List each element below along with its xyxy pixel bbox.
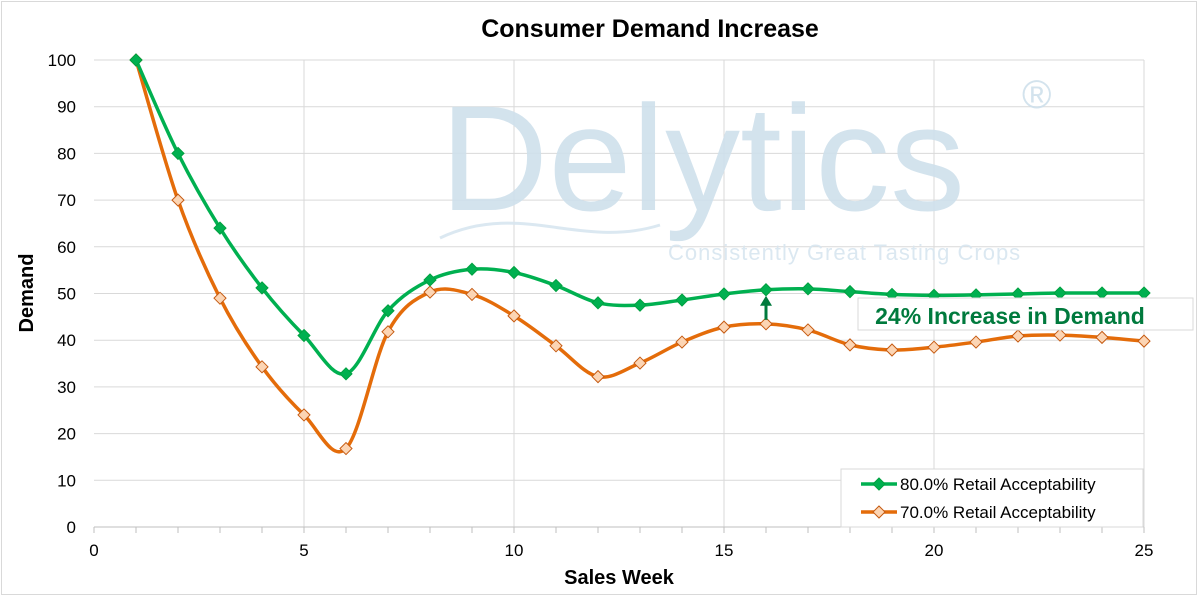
y-tick-label: 80 bbox=[57, 144, 76, 163]
data-point bbox=[1095, 330, 1109, 345]
data-point bbox=[1053, 286, 1067, 300]
data-point bbox=[507, 309, 521, 323]
data-point bbox=[213, 221, 227, 235]
data-point bbox=[255, 360, 269, 374]
data-point bbox=[1095, 286, 1109, 300]
data-point bbox=[843, 338, 857, 352]
arrow-head bbox=[760, 295, 772, 306]
y-tick-label: 60 bbox=[57, 238, 76, 257]
x-tick-label: 5 bbox=[299, 541, 308, 560]
data-point bbox=[171, 193, 185, 207]
data-point bbox=[339, 367, 353, 381]
watermark-registered-mark: ® bbox=[1022, 73, 1051, 117]
x-tick-label: 15 bbox=[715, 541, 734, 560]
data-point bbox=[507, 265, 521, 280]
data-point bbox=[339, 441, 353, 456]
y-tick-label: 40 bbox=[57, 331, 76, 350]
data-point bbox=[423, 273, 437, 287]
data-point bbox=[171, 146, 185, 161]
data-point bbox=[549, 339, 563, 353]
data-point bbox=[759, 317, 773, 331]
data-point bbox=[549, 278, 563, 293]
watermark-swoosh bbox=[439, 221, 661, 240]
legend-label-80: 80.0% Retail Acceptability bbox=[900, 475, 1096, 494]
axes: 0 10 20 30 40 50 60 70 80 90 100 0 5 10 15 20 25 bbox=[48, 51, 1154, 560]
legend: 80.0% Retail Acceptability 70.0% Retail … bbox=[840, 468, 1144, 528]
data-point bbox=[465, 287, 479, 302]
chart-title: Consumer Demand Increase bbox=[481, 15, 819, 43]
data-point bbox=[675, 293, 689, 307]
data-point bbox=[423, 285, 437, 299]
data-point bbox=[1137, 334, 1151, 348]
data-point bbox=[633, 356, 647, 370]
data-point bbox=[381, 304, 395, 318]
data-point bbox=[801, 323, 815, 337]
y-tick-label: 10 bbox=[57, 471, 76, 490]
data-point bbox=[885, 343, 899, 357]
data-point bbox=[1137, 286, 1151, 300]
data-point bbox=[297, 408, 311, 422]
annotation: 24% Increase in Demand bbox=[760, 295, 1194, 331]
annotation-box bbox=[857, 297, 1194, 331]
data-point bbox=[969, 335, 983, 349]
data-point bbox=[1011, 329, 1025, 343]
annotation-text: 24% Increase in Demand bbox=[875, 303, 1145, 329]
data-point bbox=[381, 325, 395, 339]
data-point bbox=[717, 287, 731, 301]
x-tick-label: 25 bbox=[1135, 541, 1154, 560]
watermark-tagline: Consistently Great Tasting Crops bbox=[668, 240, 1021, 265]
data-point bbox=[927, 340, 941, 354]
legend-box bbox=[840, 468, 1144, 528]
legend-marker-0 bbox=[872, 477, 886, 491]
y-tick-label: 90 bbox=[57, 98, 76, 117]
watermark-brand: Delytics bbox=[440, 74, 965, 242]
legend-marker-1 bbox=[872, 505, 886, 519]
data-point bbox=[633, 298, 647, 312]
series-layer bbox=[129, 53, 1151, 456]
x-axis-label: Sales Week bbox=[564, 567, 675, 589]
x-tick-label: 20 bbox=[925, 541, 944, 560]
series-0 bbox=[129, 53, 1151, 381]
y-tick-label: 20 bbox=[57, 425, 76, 444]
data-point bbox=[1053, 328, 1067, 342]
data-point bbox=[255, 281, 269, 295]
y-tick-label: 0 bbox=[67, 518, 76, 537]
data-point bbox=[591, 369, 605, 384]
data-point bbox=[297, 328, 311, 343]
x-tick-label: 10 bbox=[505, 541, 524, 560]
data-point bbox=[843, 284, 857, 299]
series-line bbox=[134, 59, 1145, 454]
y-axis-label: Demand bbox=[16, 254, 38, 333]
data-point bbox=[717, 320, 731, 334]
data-point bbox=[129, 53, 143, 67]
data-point bbox=[801, 282, 815, 296]
data-point bbox=[213, 291, 227, 305]
legend-label-70: 70.0% Retail Acceptability bbox=[900, 503, 1096, 522]
data-point bbox=[465, 262, 479, 276]
data-point bbox=[591, 296, 605, 310]
watermark-logo: Delytics ® Consistently Great Tasting Cr… bbox=[439, 73, 1051, 265]
annotation-arrow bbox=[760, 295, 772, 320]
series-1 bbox=[129, 53, 1151, 456]
y-tick-label: 100 bbox=[48, 51, 76, 70]
data-point bbox=[675, 335, 689, 349]
y-tick-label: 50 bbox=[57, 285, 76, 304]
x-tick-label: 0 bbox=[89, 541, 98, 560]
y-tick-label: 30 bbox=[57, 378, 76, 397]
y-tick-label: 70 bbox=[57, 191, 76, 210]
